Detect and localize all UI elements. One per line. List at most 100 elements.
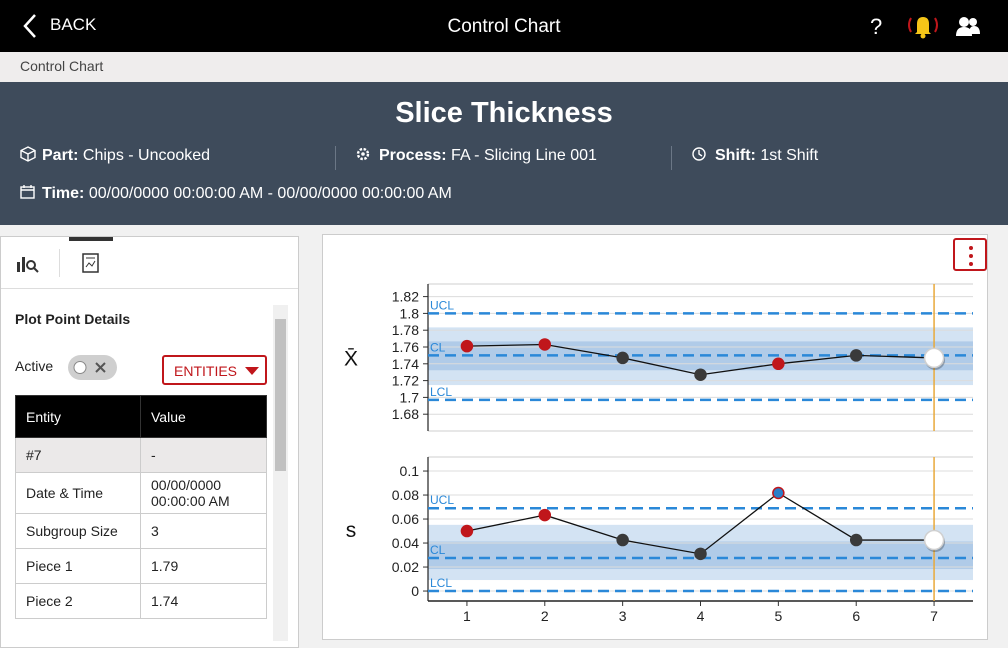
data-point xyxy=(772,486,785,500)
limit-label: CL xyxy=(430,543,446,557)
y-tick-label: 0.02 xyxy=(392,559,419,575)
table-row[interactable]: Date & Time 00/00/0000 00:00:00 AM xyxy=(15,472,267,514)
breadcrumb[interactable]: Control Chart xyxy=(0,52,1008,82)
data-point xyxy=(849,533,863,547)
limit-label: LCL xyxy=(430,576,452,590)
analysis-tab[interactable] xyxy=(16,254,40,274)
limit-label: LCL xyxy=(430,385,452,399)
active-tab-indicator xyxy=(69,237,113,241)
y-tick-label: 1.68 xyxy=(392,406,419,422)
limit-label: UCL xyxy=(430,493,454,507)
entity-cell: #7 xyxy=(15,437,141,473)
entities-label: ENTITIES xyxy=(174,363,238,379)
x-tick-label: 5 xyxy=(774,608,782,624)
entity-cell: Piece 2 xyxy=(15,583,141,619)
y-tick-label: 0.04 xyxy=(392,535,419,551)
x-tick-label: 1 xyxy=(463,608,471,624)
column-header: Entity xyxy=(15,395,141,438)
active-label: Active xyxy=(15,358,54,374)
y-tick-label: 1.78 xyxy=(392,322,419,338)
value-cell: 1.79 xyxy=(140,548,267,584)
time-info: Time: 00/00/0000 00:00:00 AM - 00/00/000… xyxy=(20,184,452,203)
time-value: 00/00/0000 00:00:00 AM - 00/00/0000 00:0… xyxy=(88,185,452,202)
value-cell: - xyxy=(140,437,267,473)
x-tick-label: 3 xyxy=(619,608,627,624)
shift-label: Shift: xyxy=(715,147,756,164)
data-point xyxy=(460,339,474,353)
users-icon[interactable] xyxy=(955,14,981,38)
section-title: Plot Point Details xyxy=(15,311,131,327)
separator xyxy=(671,146,672,170)
y-tick-label: 1.72 xyxy=(392,373,419,389)
table-row[interactable]: Piece 2 1.74 xyxy=(15,583,267,619)
chart-panel: 1.82 1.8 1.78 1.76 1.74 1.72 1.7 1.68 X̄ UCL CL LCL… xyxy=(322,234,988,640)
y-axis-label: s xyxy=(346,519,357,542)
header-panel: Slice Thickness Part: Chips - Uncooked P… xyxy=(0,82,1008,225)
process-value: FA - Slicing Line 001 xyxy=(451,147,597,164)
part-icon xyxy=(20,146,36,162)
data-point xyxy=(694,547,707,561)
back-button[interactable]: BACK xyxy=(50,15,97,34)
data-point xyxy=(616,351,629,365)
data-point xyxy=(923,347,945,369)
app-title: Control Chart xyxy=(447,16,561,37)
help-button[interactable]: ? xyxy=(870,14,883,39)
table-row[interactable]: #7- xyxy=(15,437,267,473)
details-panel: Plot Point Details Active ENTITIES Entit… xyxy=(0,236,299,648)
active-toggle[interactable] xyxy=(68,355,117,380)
back-icon[interactable] xyxy=(22,13,38,39)
alarm-icon[interactable] xyxy=(905,12,941,40)
x-tick-label: 4 xyxy=(697,608,705,624)
table-body: #7- Date & Time 00/00/0000 00:00:00 AM Subg… xyxy=(15,437,267,619)
data-point xyxy=(538,338,552,351)
table-row[interactable]: Subgroup Size 3 xyxy=(15,513,267,549)
data-point xyxy=(616,533,629,547)
shift-info: Shift: 1st Shift xyxy=(691,146,818,165)
chart-name: Slice Thickness xyxy=(395,97,613,129)
table-header: Entity Value xyxy=(15,395,267,438)
shift-icon xyxy=(692,147,706,161)
entity-cell: Subgroup Size xyxy=(15,513,141,549)
toggle-icon xyxy=(73,361,106,374)
entity-cell: Date & Time xyxy=(15,472,141,514)
value-cell: 3 xyxy=(140,513,267,549)
data-point xyxy=(923,529,945,551)
y-tick-label: 0.08 xyxy=(392,487,419,503)
dropdown-icon xyxy=(244,367,259,375)
y-axis-label: X̄ xyxy=(344,347,358,370)
x-tick-label: 7 xyxy=(930,608,938,624)
y-tick-label: 1.7 xyxy=(400,389,420,405)
separator xyxy=(335,146,336,170)
part-value: Chips - Uncooked xyxy=(82,147,211,164)
details-tab[interactable] xyxy=(81,253,101,275)
data-point xyxy=(538,508,552,522)
part-label: Part: xyxy=(42,147,79,164)
table-row[interactable]: Piece 1 1.79 xyxy=(15,548,267,584)
top-bar: BACK Control Chart ? xyxy=(0,0,1008,52)
time-label: Time: xyxy=(42,185,85,202)
limit-label: CL xyxy=(430,340,446,354)
data-point xyxy=(849,349,863,362)
column-header: Value xyxy=(140,395,267,438)
entities-button[interactable]: ENTITIES xyxy=(162,355,267,385)
y-tick-label: 0 xyxy=(411,583,419,599)
process-label: Process: xyxy=(379,147,447,164)
y-tick-label: 1.74 xyxy=(392,356,419,372)
details-table: Entity Value #7- Date & Time 00/00/0000 00… xyxy=(15,395,267,619)
y-tick-label: 1.76 xyxy=(392,339,419,355)
y-tick-label: 1.82 xyxy=(392,289,419,305)
entity-cell: Piece 1 xyxy=(15,548,141,584)
data-point xyxy=(772,357,785,371)
value-cell: 1.74 xyxy=(140,583,267,619)
time-icon xyxy=(20,185,35,199)
tab-separator xyxy=(59,249,60,277)
scrollbar[interactable] xyxy=(273,305,288,641)
shift-value: 1st Shift xyxy=(760,147,819,164)
data-point xyxy=(460,524,474,538)
menu-icon xyxy=(969,246,973,266)
y-tick-label: 0.06 xyxy=(392,511,419,527)
data-point xyxy=(694,368,707,381)
menu-button[interactable] xyxy=(953,238,987,271)
scroll-thumb[interactable] xyxy=(275,319,286,471)
